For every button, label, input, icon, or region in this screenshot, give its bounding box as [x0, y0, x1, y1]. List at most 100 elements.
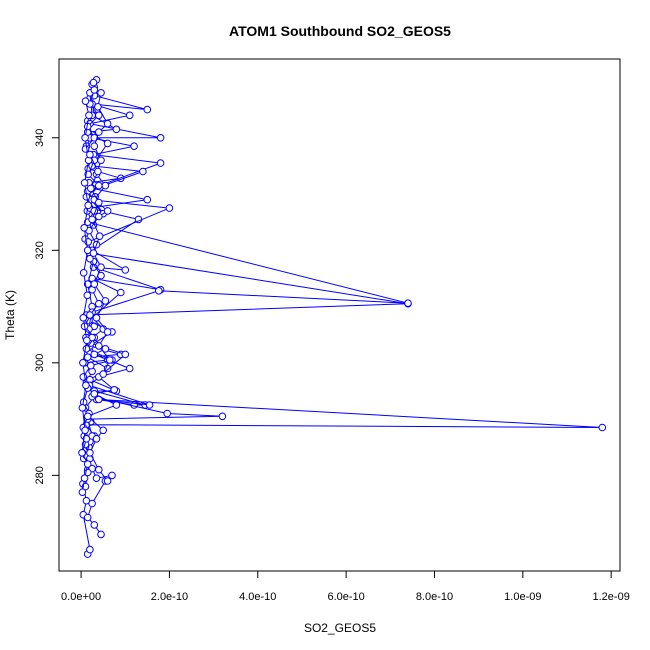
x-axis: 0.0e+00 2.0e-10 4.0e-10 6.0e-10 8.0e-10 1.0e-… — [61, 570, 630, 603]
x-tick-label: 1.0e-09 — [504, 591, 541, 603]
chart-title: ATOM1 Southbound SO2_GEOS5 — [229, 23, 451, 39]
data-point — [155, 287, 163, 295]
data-point — [88, 215, 96, 224]
y-tick-label: 340 — [34, 129, 46, 147]
data-point — [92, 314, 101, 322]
y-axis: 280 300 320 340 — [34, 129, 60, 485]
x-tick-label: 8.0e-10 — [416, 591, 453, 603]
series-3 — [78, 78, 412, 497]
data-point — [87, 361, 95, 370]
data-point — [143, 195, 152, 204]
data-point — [80, 474, 89, 483]
data-point — [95, 111, 103, 120]
x-tick-label: 0.0e+00 — [61, 591, 101, 603]
data-point — [95, 299, 103, 308]
data-point — [103, 328, 112, 336]
data-point — [81, 97, 90, 105]
data-point — [108, 471, 116, 480]
data-point — [103, 207, 112, 215]
data-point — [97, 89, 105, 97]
data-point — [598, 423, 607, 432]
data-point — [82, 345, 91, 353]
data-point — [79, 359, 87, 367]
data-point — [99, 426, 107, 435]
data-point — [89, 249, 98, 257]
data-point — [78, 449, 86, 457]
data-point — [145, 401, 154, 409]
y-axis-label: Theta (K) — [3, 290, 17, 340]
series-1 — [82, 80, 607, 539]
data-point — [86, 311, 94, 319]
data-point — [156, 134, 165, 142]
data-point — [86, 150, 94, 159]
data-point — [79, 314, 88, 322]
data-point — [156, 159, 165, 167]
data-point — [106, 356, 114, 364]
data-point — [99, 370, 107, 378]
data-point — [95, 342, 103, 350]
data-point — [404, 299, 412, 308]
data-point — [103, 139, 112, 148]
data-point — [139, 167, 147, 176]
data-point — [80, 224, 88, 232]
data-point — [125, 111, 134, 120]
data-point — [90, 142, 99, 150]
data-point — [83, 513, 92, 522]
data-point — [130, 142, 138, 150]
data-point — [143, 105, 152, 114]
data-point — [94, 103, 102, 111]
data-point — [95, 181, 103, 190]
y-tick-label: 280 — [34, 466, 46, 484]
data-point — [79, 269, 88, 277]
data-point — [79, 373, 88, 381]
data-point — [84, 201, 92, 210]
data-point — [86, 545, 94, 554]
data-point — [95, 198, 103, 207]
data-point — [121, 266, 130, 274]
data-point — [83, 412, 92, 421]
series-line — [82, 79, 409, 555]
plot-frame — [58, 58, 621, 572]
data-point — [117, 288, 125, 297]
data-point — [90, 521, 99, 529]
data-point — [86, 449, 94, 457]
data-point — [90, 350, 99, 359]
data-point — [112, 401, 121, 409]
data-point — [90, 390, 99, 398]
data-point — [78, 404, 87, 412]
data-point — [83, 460, 92, 468]
data-point — [85, 111, 93, 120]
data-point — [97, 530, 105, 539]
data-point — [163, 409, 171, 418]
data-point — [92, 474, 101, 483]
data-point — [90, 280, 99, 288]
data-point — [83, 336, 91, 345]
x-tick-label: 4.0e-10 — [239, 591, 276, 603]
data-point — [81, 426, 89, 435]
data-point — [78, 488, 87, 497]
x-tick-label: 1.2e-09 — [593, 591, 630, 603]
data-point — [87, 184, 95, 193]
data-point — [121, 350, 130, 359]
data-point — [82, 435, 91, 443]
data-point — [112, 125, 121, 134]
series-0 — [79, 76, 412, 558]
data-point — [103, 477, 112, 485]
data-point — [92, 435, 101, 443]
data-point — [81, 134, 89, 142]
data-point — [125, 364, 134, 373]
data-point — [83, 353, 92, 362]
data-point — [80, 179, 89, 187]
data-point — [101, 181, 110, 190]
data-point — [95, 212, 103, 221]
y-tick-label: 300 — [34, 354, 46, 372]
data-point — [90, 86, 99, 94]
data-point — [97, 263, 105, 272]
y-tick-label: 320 — [34, 241, 46, 259]
data-point — [103, 119, 112, 128]
x-axis-label: SO2_GEOS5 — [304, 621, 376, 635]
data-point — [95, 465, 103, 474]
data-point — [110, 386, 118, 394]
data-point — [83, 291, 92, 300]
